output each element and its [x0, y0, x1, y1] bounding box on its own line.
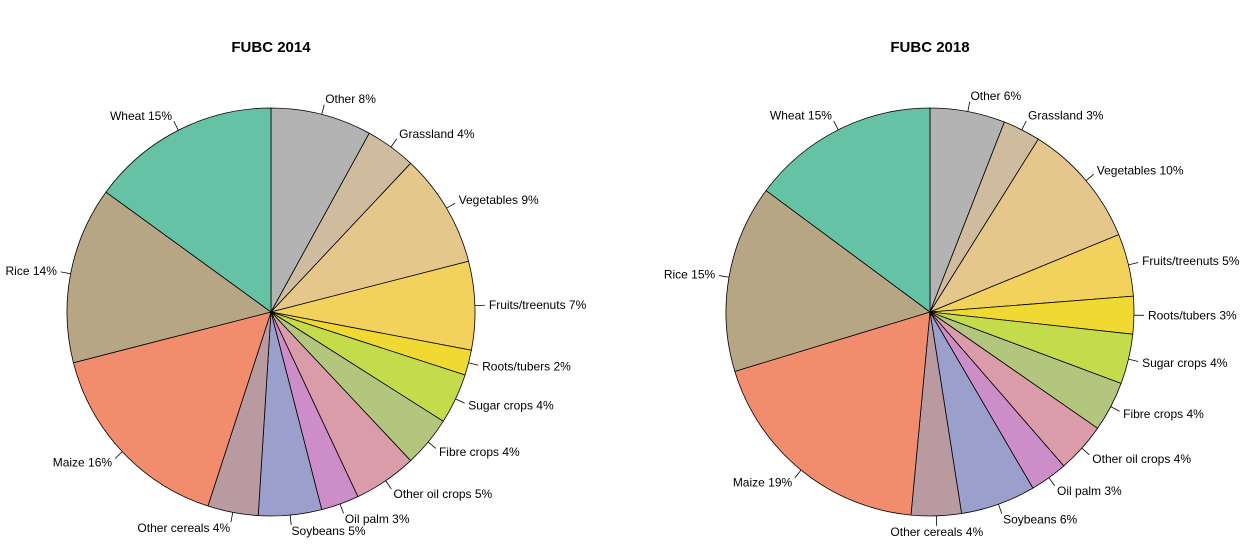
- pie-slice-wheat-fubc-2018: [765, 107, 931, 313]
- slice-label-rice-fubc-2018: Rice 15%: [664, 268, 716, 282]
- slice-label-roots-tubers-fubc-2018: Roots/tubers 3%: [1148, 308, 1237, 322]
- slice-label-fruits-treenuts-fubc-2014: Fruits/treenuts 7%: [489, 298, 587, 312]
- slice-label-vegetables-fubc-2014: Vegetables 9%: [459, 193, 539, 207]
- label-leader-sugar-crops-fubc-2014: [455, 398, 465, 404]
- slice-label-sugar-crops-fubc-2018: Sugar crops 4%: [1142, 356, 1228, 370]
- slice-label-other-oil-crops-fubc-2018: Other oil crops 4%: [1092, 452, 1191, 466]
- label-leader-vegetables-fubc-2014: [446, 202, 456, 209]
- slice-label-maize-fubc-2014: Maize 16%: [53, 456, 113, 470]
- slice-label-fibre-crops-fubc-2014: Fibre crops 4%: [439, 445, 520, 459]
- pie-chart-fubc-2014: FUBC 2014 Other 8% Grassland 4% Vegetables…: [6, 39, 587, 538]
- slice-label-other-fubc-2014: Other 8%: [325, 92, 376, 106]
- slice-label-oil-palm-fubc-2014: Oil palm 3%: [345, 512, 410, 526]
- slice-label-wheat-fubc-2014: Wheat 15%: [110, 109, 172, 123]
- slice-label-vegetables-fubc-2018: Vegetables 10%: [1097, 163, 1184, 177]
- label-leader-grassland-fubc-2014: [390, 138, 398, 148]
- chart-title-fubc-2018: FUBC 2018: [890, 39, 969, 56]
- label-leader-other-fubc-2014: [321, 104, 325, 115]
- pie-slice-other-fubc-2014: [270, 107, 370, 313]
- label-leader-wheat-fubc-2018: [833, 120, 839, 130]
- label-leader-maize-fubc-2018: [794, 469, 802, 479]
- label-leader-fibre-crops-fubc-2014: [427, 441, 437, 449]
- pie-slice-maize-fubc-2014: [72, 311, 272, 507]
- slice-label-oil-palm-fubc-2018: Oil palm 3%: [1057, 484, 1122, 498]
- chart-title-fubc-2014: FUBC 2014: [231, 39, 311, 56]
- slice-label-other-cereals-fubc-2014: Other cereals 4%: [137, 521, 230, 535]
- slice-label-fruits-treenuts-fubc-2018: Fruits/treenuts 5%: [1142, 254, 1240, 268]
- label-leader-rice-fubc-2014: [60, 271, 71, 275]
- label-leader-grassland-fubc-2018: [1021, 120, 1027, 130]
- label-leader-fibre-crops-fubc-2018: [1110, 406, 1120, 412]
- slice-label-other-cereals-fubc-2018: Other cereals 4%: [890, 525, 983, 539]
- slice-label-wheat-fubc-2018: Wheat 15%: [770, 109, 832, 123]
- label-leader-other-cereals-fubc-2014: [230, 512, 234, 523]
- pie-slice-vegetables-fubc-2018: [929, 138, 1120, 313]
- pie-slice-maize-fubc-2018: [734, 311, 931, 516]
- pie-slice-wheat-fubc-2014: [105, 107, 272, 313]
- slice-label-other-oil-crops-fubc-2014: Other oil crops 5%: [394, 487, 493, 501]
- slice-label-soybeans-fubc-2018: Soybeans 6%: [1003, 512, 1077, 526]
- label-leader-sugar-crops-fubc-2018: [1128, 358, 1139, 362]
- slice-label-other-fubc-2018: Other 6%: [970, 89, 1021, 103]
- label-leader-fruits-treenuts-fubc-2018: [1128, 262, 1139, 266]
- label-leader-rice-fubc-2018: [719, 275, 730, 278]
- label-leader-other-fubc-2018: [967, 101, 971, 112]
- slice-label-maize-fubc-2018: Maize 19%: [733, 475, 793, 489]
- label-leader-wheat-fubc-2014: [173, 121, 179, 131]
- label-leader-oil-palm-fubc-2018: [1048, 477, 1056, 487]
- slice-label-rice-fubc-2014: Rice 14%: [6, 264, 58, 278]
- slice-label-soybeans-fubc-2014: Soybeans 5%: [292, 524, 366, 538]
- pie-chart-fubc-2018: FUBC 2018 Other 6% Grassland 3% Vegetables…: [664, 39, 1240, 539]
- slice-label-grassland-fubc-2014: Grassland 4%: [399, 127, 475, 141]
- label-leader-roots-tubers-fubc-2014: [468, 362, 479, 366]
- label-leader-oil-palm-fubc-2014: [339, 503, 344, 514]
- label-leader-soybeans-fubc-2018: [998, 504, 1003, 514]
- label-leader-soybeans-fubc-2014: [289, 515, 292, 526]
- slice-label-fibre-crops-fubc-2018: Fibre crops 4%: [1123, 407, 1204, 421]
- label-leader-vegetables-fubc-2018: [1085, 173, 1094, 181]
- label-leader-other-oil-crops-fubc-2018: [1081, 447, 1090, 456]
- pie-slice-rice-fubc-2014: [66, 191, 272, 364]
- slice-label-grassland-fubc-2018: Grassland 3%: [1028, 109, 1104, 123]
- label-leader-other-oil-crops-fubc-2014: [385, 480, 392, 490]
- label-leader-maize-fubc-2014: [114, 451, 123, 459]
- slice-label-roots-tubers-fubc-2014: Roots/tubers 2%: [482, 360, 571, 374]
- slice-label-sugar-crops-fubc-2014: Sugar crops 4%: [468, 399, 554, 413]
